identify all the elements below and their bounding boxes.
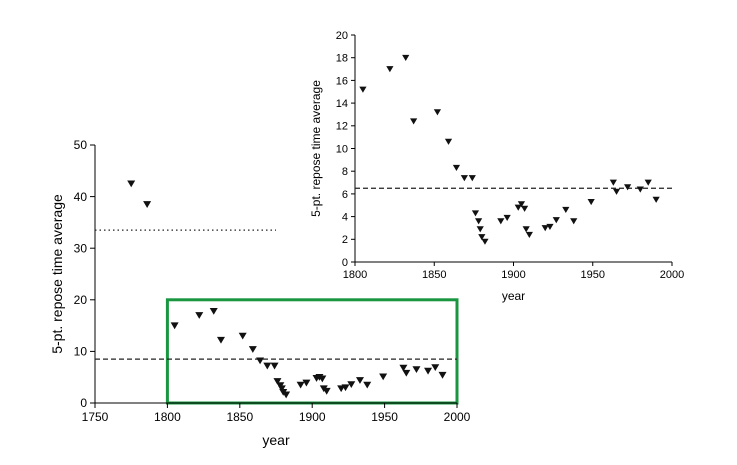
chart-1-data-point [612,188,621,195]
chart-0-data-point [412,366,421,374]
chart-1-data-point [471,210,480,217]
chart-1-data-point [546,223,554,231]
chart-1-y-tick-label: 4 [342,211,348,223]
chart-0-y-axis-label: 5-pt. repose time average [49,194,65,354]
chart-0-data-point [424,367,433,375]
chart-0-data-point [195,312,204,319]
chart-1-data-point [402,54,410,61]
chart-1-data-point [644,179,652,186]
chart-1-data-point [570,218,578,225]
chart-0-data-point [347,381,356,389]
chart-1-data-point [497,218,505,225]
chart-1-data-point [517,201,526,208]
chart-0-data-point [238,332,247,340]
chart-1-y-tick-label: 12 [336,121,348,133]
chart-1-y-tick-label: 2 [342,234,348,246]
chart-0-x-tick-label: 1750 [82,410,109,424]
chart-1-y-tick-label: 10 [336,143,348,155]
chart-1-data-point [541,225,549,232]
chart-0-data-point [143,201,152,208]
chart-1-y-tick-label: 18 [336,53,348,65]
chart-0-data-point [355,377,364,384]
chart-1-y-tick-label: 20 [336,30,348,42]
chart-0-data-point [282,391,291,399]
chart-1-data-point [481,238,489,245]
chart-0-x-tick-label: 1900 [299,410,326,424]
chart-0-data-point [318,375,327,383]
chart-1-y-tick-label: 16 [336,75,348,87]
chart-1-data-point [624,184,632,191]
chart-1-data-point [636,186,644,193]
chart-0-data-point [363,381,372,389]
chart-1-data-point [562,206,570,214]
chart-1-data-point [359,86,367,93]
chart-0-data-point [399,364,408,372]
chart-0-data-point [273,378,282,385]
chart-1-x-tick-label: 1950 [581,269,605,281]
chart-0-y-tick-label: 20 [74,293,88,307]
chart-0-y-tick-label: 40 [74,190,88,204]
chart-1-data-point [433,109,442,116]
chart-0-data-point [379,373,388,381]
chart-1-x-tick-label: 2000 [660,269,684,281]
chart-1-x-tick-label: 1850 [422,269,446,281]
chart-0-data-point [341,384,350,392]
chart-0-x-axis-label: year [262,432,290,448]
chart-0-data-point [302,379,311,387]
chart-0-x-tick-label: 1800 [154,410,181,424]
chart-1-data-point [503,214,511,221]
chart-1-data-point [460,175,468,182]
chart-0-data-point [170,322,179,330]
chart-1-data-point [476,226,484,233]
chart-1-data-point [410,118,418,125]
chart-0-x-tick-label: 2000 [444,410,471,424]
chart-1-data-point [475,218,483,225]
chart-0-y-tick-label: 0 [80,396,87,410]
chart-0-data-point [248,346,257,353]
chart-1-data-point [514,204,522,211]
chart-1-data-point [468,175,476,182]
chart-0-y-tick-label: 50 [74,138,88,152]
chart-1-y-tick-label: 8 [342,166,348,178]
chart-1-data-point [652,196,660,203]
chart-0-data-point [296,381,305,389]
chart-1-data-point [520,205,529,212]
chart-0-y-tick-label: 30 [74,241,88,255]
chart-0-highlight-box [165,298,459,405]
chart-1-data-point [522,226,530,233]
chart-0-data-point [209,307,218,315]
chart-0-data-point [431,364,440,371]
chart-0-y-tick-label: 10 [74,345,88,359]
chart-1-data-point [552,217,560,224]
chart-1-data-point [478,234,486,241]
chart-0-data-point [270,362,279,370]
chart-1-x-axis-label: year [502,289,525,303]
chart-0-data-point [263,362,272,370]
chart-1-y-axis-label: 5-pt. repose time average [309,80,323,217]
chart-1-data-point [525,231,533,238]
chart-0-x-tick-label: 1950 [371,410,398,424]
chart-1-data-point [444,138,453,145]
chart-0-data-point [438,371,447,379]
chart-1-y-tick-label: 6 [342,189,348,201]
chart-1-y-tick-label: 0 [342,257,348,269]
chart-1-y-tick-label: 14 [336,98,348,110]
chart-0-data-point [402,369,411,377]
chart-0-x-tick-label: 1850 [226,410,253,424]
chart-1-data-point [609,179,617,186]
chart-0-data-point [216,336,225,344]
chart-1-x-tick-label: 1900 [501,269,525,281]
chart-0-data-point [322,387,331,395]
chart-1-x-tick-label: 1800 [343,269,367,281]
chart-1-data-point [386,66,394,73]
chart-0-data-point [256,357,265,365]
chart-0-data-point [127,180,136,188]
chart-0-data-point [277,385,286,393]
chart-1-data-point [587,198,595,206]
chart-1-data-point [452,164,461,172]
